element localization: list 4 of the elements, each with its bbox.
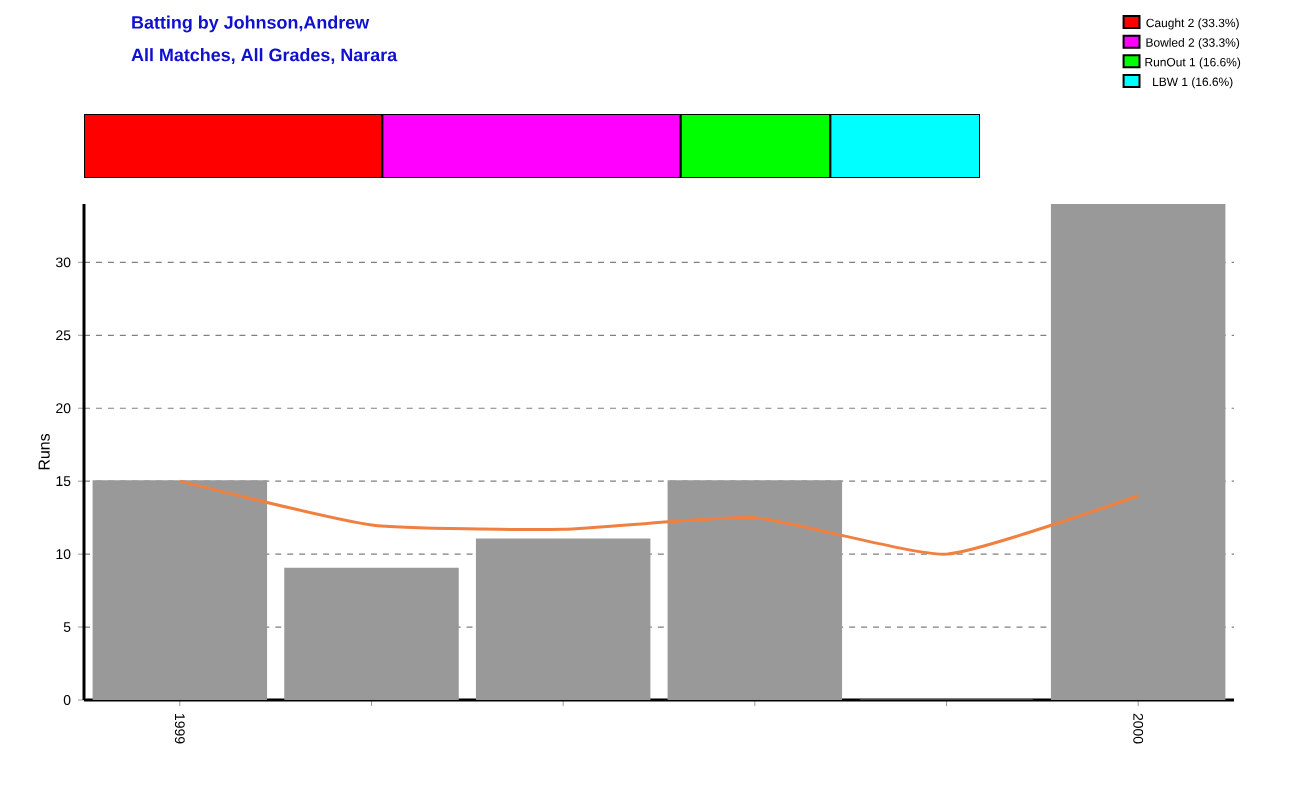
line-series xyxy=(178,479,1140,556)
bar xyxy=(1050,203,1226,700)
chart-title: Batting by Johnson,Andrew xyxy=(132,15,370,33)
chart-subtitle: All Matches, All Grades, Narara xyxy=(131,48,398,64)
